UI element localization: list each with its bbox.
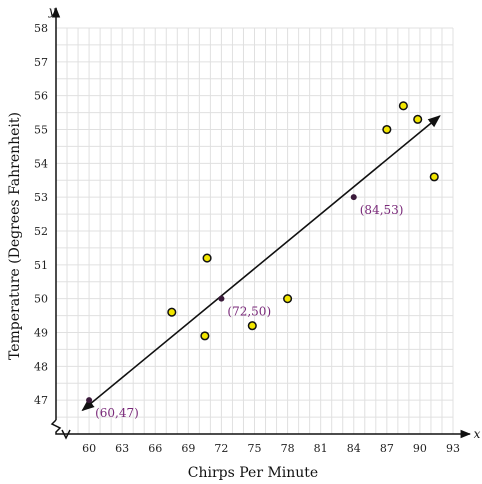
x-tick-label: 90 [413,442,427,455]
data-point [200,331,210,341]
y-tick-label: 53 [34,191,48,204]
x-tick-label: 60 [82,442,96,455]
y-tick-label: 48 [34,360,48,373]
labeled-point-marker [86,397,93,404]
trend-line-group [81,115,441,412]
x-tick-label: 69 [181,442,195,455]
x-axis-letter: x [474,427,481,441]
axes [50,6,472,440]
x-tick-label: 87 [380,442,394,455]
trend-line [81,115,441,412]
y-tick-label: 58 [34,22,48,35]
y-tick-label: 47 [34,394,48,407]
y-tick-label: 49 [34,327,48,340]
x-axis-break-mark [61,429,71,440]
data-point [167,307,177,317]
x-axis-title: Chirps Per Minute [188,465,318,481]
x-tick-labels: 60 63 66 69 72 75 78 81 84 87 90 93 [82,442,460,455]
data-points [167,101,439,341]
labeled-point-text: (84,53) [360,203,404,217]
y-axis-title: Temperature (Degrees Fahrenheit) [7,112,23,360]
data-point [398,101,408,111]
labeled-point-marker [350,194,357,201]
x-tick-label: 93 [446,442,460,455]
y-tick-label: 51 [34,259,48,272]
labeled-point-text: (72,50) [227,305,271,319]
x-tick-label: 72 [214,442,228,455]
data-point [247,321,257,331]
labeled-points: (60,47) (72,50) (84,53) [86,194,403,420]
y-tick-label: 52 [34,225,48,238]
labeled-point-marker [218,295,225,302]
x-tick-label: 66 [148,442,162,455]
x-tick-label: 81 [314,442,328,455]
y-tick-label: 50 [34,293,48,306]
data-point [382,124,392,135]
data-point [429,172,439,182]
axis-break-mark [50,419,70,435]
data-point [413,114,423,124]
y-axis-letter: y [48,4,56,18]
x-tick-label: 63 [115,442,129,455]
labeled-point-text: (60,47) [95,406,139,420]
data-point [283,294,293,304]
x-tick-label: 75 [248,442,262,455]
x-tick-label: 78 [281,442,295,455]
x-tick-label: 84 [347,442,361,455]
grid [56,27,454,434]
y-tick-label: 57 [34,56,48,69]
y-tick-label: 56 [34,90,48,103]
y-tick-labels: 47 48 49 50 51 52 53 54 55 56 57 58 [34,22,48,407]
y-tick-label: 54 [34,157,48,170]
data-point [202,253,212,263]
y-tick-label: 55 [34,124,48,137]
